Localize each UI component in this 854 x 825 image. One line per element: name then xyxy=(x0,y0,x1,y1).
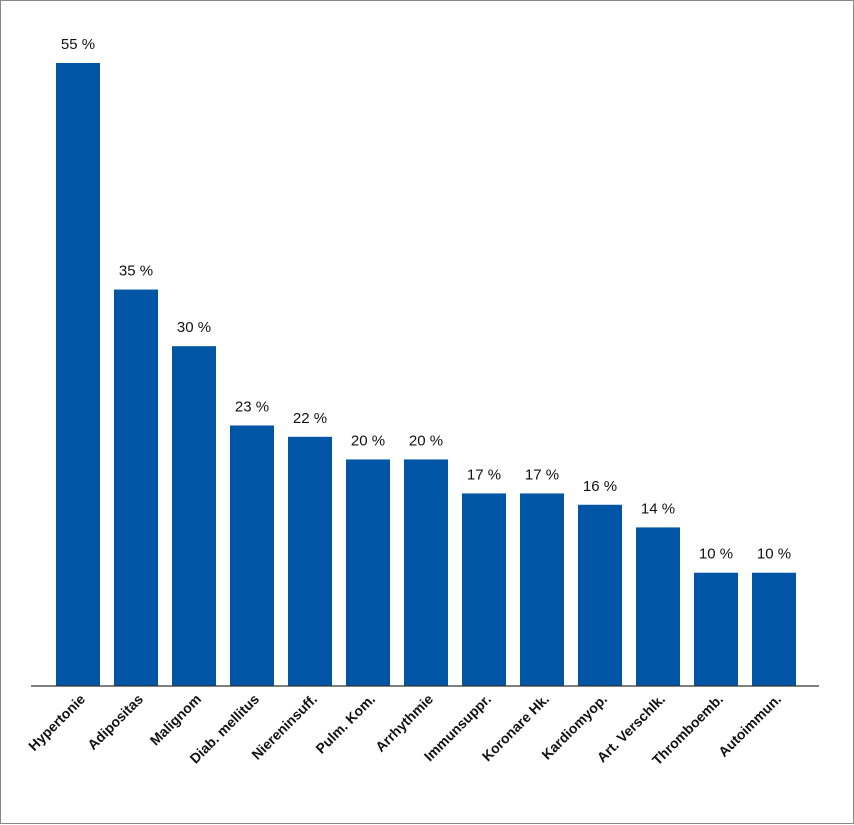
bar-value-label: 10 % xyxy=(699,546,733,563)
bar-12 xyxy=(752,572,796,686)
bar-value-label: 23 % xyxy=(235,398,269,415)
bar-8 xyxy=(520,493,564,686)
category-label: Arrhythmie xyxy=(372,691,436,755)
bar-3 xyxy=(230,425,274,686)
bar-value-label: 22 % xyxy=(293,410,327,427)
category-label: Hypertonie xyxy=(25,691,88,754)
bar-2 xyxy=(172,346,216,686)
bar-value-label: 30 % xyxy=(177,319,211,336)
bar-9 xyxy=(578,504,622,686)
value-labels-group: 55 % 35 % 30 % 23 % 22 % 20 % 20 % 17 % 17 % 16 %… xyxy=(61,36,791,563)
bar-6 xyxy=(404,459,448,686)
bar-value-label: 55 % xyxy=(61,36,95,53)
bar-4 xyxy=(288,436,332,686)
bar-10 xyxy=(636,527,680,686)
category-label: Pulm. Kom. xyxy=(312,691,378,757)
bar-value-label: 17 % xyxy=(467,466,501,483)
bar-1 xyxy=(114,289,158,686)
bar-value-label: 20 % xyxy=(351,432,385,449)
bar-value-label: 17 % xyxy=(525,466,559,483)
bar-value-label: 10 % xyxy=(757,546,791,563)
category-label: Malignom xyxy=(147,691,205,749)
category-label: Autoimmun. xyxy=(715,691,784,760)
bar-value-label: 20 % xyxy=(409,432,443,449)
bar-7 xyxy=(462,493,506,686)
bars-group xyxy=(56,63,796,686)
bar-value-label: 14 % xyxy=(641,500,675,517)
bar-value-label: 16 % xyxy=(583,478,617,495)
bar-0 xyxy=(56,63,100,686)
bar-value-label: 35 % xyxy=(119,263,153,280)
bar-5 xyxy=(346,459,390,686)
bar-11 xyxy=(694,572,738,686)
category-label: Adipositas xyxy=(84,691,146,753)
